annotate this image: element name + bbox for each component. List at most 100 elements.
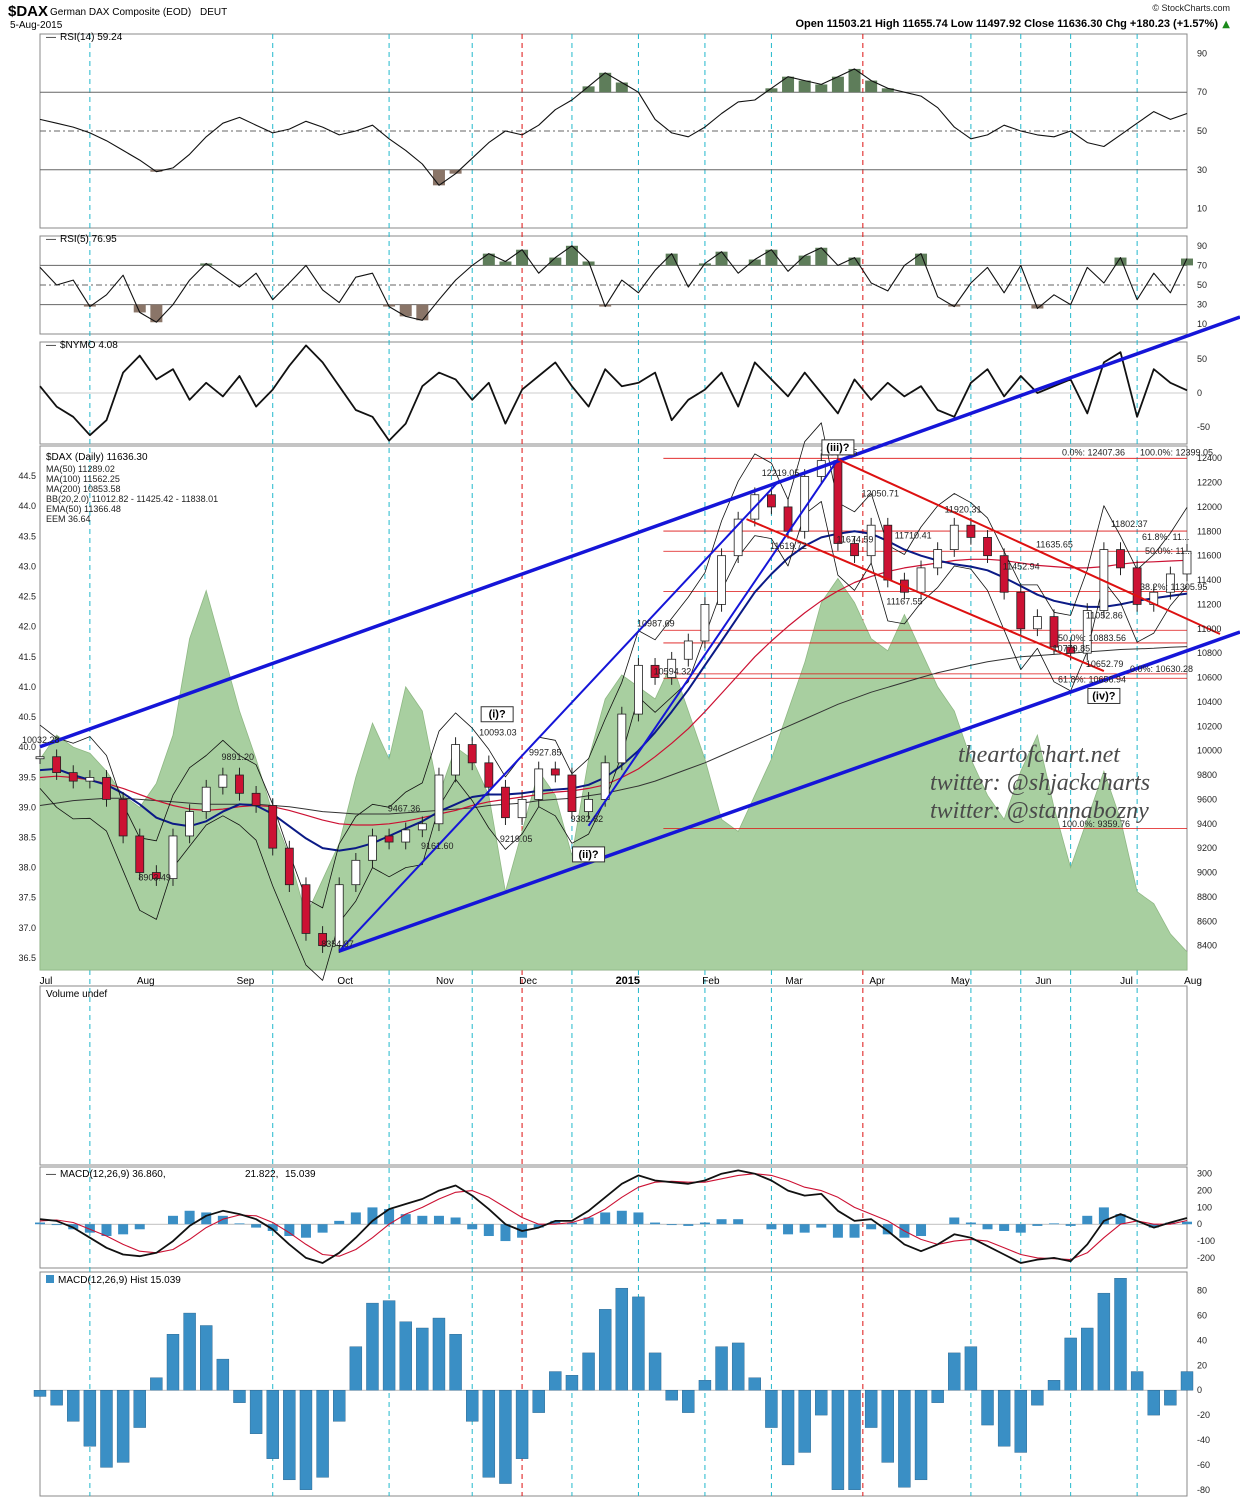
macd-hist-bar-13 [251,1224,262,1228]
rsi14-overbought-fill-44 [765,88,778,93]
ma50-line [39,530,1188,852]
fib-label-5: 50.0%: 10883.56 [1058,633,1126,643]
macd-hist-bar-58 [999,1224,1010,1231]
macd-hist-bar-28 [500,1224,511,1242]
watermark-twitter-2: twitter: @stannabozny [930,798,1149,824]
fib-label-4: 38.2%: 11305.95 [1140,582,1207,592]
price-tick-19: 8600 [1197,916,1217,926]
price-annotation-22: 11802.37 [1111,519,1148,529]
hist-legend: MACD(12,26,9) Hist 15.039 [58,1275,181,1286]
rsi5-overbought-fill-49 [848,257,861,266]
rsi5-overbought-fill-10 [200,263,213,266]
chart-date: 5-Aug-2015 [10,20,63,31]
price-annotation-16: 11674.59 [837,535,874,545]
month-label-8: Mar [785,976,803,987]
month-label-2: Sep [237,976,255,987]
rsi14-oversold-fill-25 [449,169,462,174]
macd-hist-bar-53 [916,1224,927,1237]
macd-hist-bar-9 [184,1210,195,1225]
macd-hist-bar-39 [683,1224,694,1226]
copyright: © StockCharts.com [1152,3,1230,13]
rsi5-oversold-fill-60 [1031,304,1044,309]
macd-hist-bar-67 [1148,1224,1159,1228]
hist-tick-7: -60 [1197,1460,1210,1470]
candle-body-42 [733,518,743,557]
macd-hist-bar-5 [118,1224,129,1235]
falling-channel-top [837,458,1221,635]
macd-histogram-bar-43 [748,1377,761,1391]
macd-histogram-bar-55 [948,1352,961,1391]
macd-histogram-bar-36 [632,1296,645,1391]
hist-legend-swatch [46,1275,54,1283]
macd-histogram-bar-58 [997,1390,1011,1447]
price-tick-16: 9200 [1197,843,1217,853]
macd-hist-bar-47 [816,1224,827,1228]
price-annotation-0: 10032.28 [22,735,60,745]
eem-tick-12: 38.5 [18,832,36,842]
candle-body-63 [1082,610,1092,654]
macd-histogram-bar-64 [1097,1292,1111,1391]
price-annotation-14: 11619.72 [770,541,807,551]
price-annotation-4: 9161.60 [421,841,454,851]
price-legend-4: EMA(50) 11366.48 [46,504,121,514]
macd-histogram-bar-13 [249,1390,263,1434]
fib-label-0: 0.0%: 12407.36 [1062,448,1125,458]
candle-body-22 [401,829,411,843]
impulse-line-2 [587,458,839,827]
candle-body-26 [467,744,477,764]
macd-legend-hist: 15.039 [285,1169,316,1180]
candle-body-27 [484,762,494,788]
month-label-11: Jun [1035,976,1051,987]
macd-histogram-bar-48 [831,1390,845,1490]
rsi5-tick-3: 30 [1197,300,1207,310]
rsi5-overbought-fill-43 [748,259,761,266]
macd-signal-line [39,1173,1188,1261]
macd-hist-bar-10 [201,1212,212,1225]
eem-area [39,577,1188,971]
rsi5-overbought-fill-65 [1114,257,1127,266]
macd-histogram-bar-66 [1130,1371,1144,1391]
price-tick-1: 12200 [1197,478,1222,488]
candle-body-10 [201,786,211,812]
rsi5-oversold-fill-7 [150,304,163,323]
candle-body-44 [767,494,776,508]
macd-histogram-bar-19 [349,1346,363,1391]
macd-hist-bar-4 [101,1224,112,1237]
macd-hist-bar-33 [583,1217,594,1225]
price-annotation-8: 9219.05 [500,834,533,844]
hist-tick-2: 40 [1197,1335,1207,1345]
macd-hist-bar-46 [799,1224,810,1233]
price-annotation-21: 11635.65 [1036,539,1073,549]
macd-hist-bar-32 [566,1222,577,1225]
macd-hist-bar-35 [616,1210,627,1225]
macd-hist-bar-23 [417,1215,428,1225]
macd-hist-bar-19 [350,1212,361,1225]
month-label-9: Apr [869,976,885,987]
macd-histogram-bar-20 [366,1302,379,1391]
candle-body-38 [667,658,677,678]
price-annotation-6: 10093.03 [479,727,517,737]
macd-hist-bar-8 [167,1215,178,1225]
macd-hist-bar-11 [217,1215,228,1225]
ma200-line [39,646,1188,815]
macd-histogram-bar-23 [416,1327,429,1391]
candle-body-39 [683,640,693,660]
macd-histogram-bar-11 [216,1358,230,1391]
macd-histogram-bar-52 [898,1390,911,1488]
macd-hist-bar-51 [882,1224,893,1235]
eem-tick-7: 41.0 [18,682,36,692]
macd-hist-bar-44 [766,1224,777,1230]
macd-hist-bar-25 [450,1217,461,1225]
macd-histogram-bar-15 [283,1390,296,1481]
macd-histogram-bar-61 [1047,1380,1061,1391]
macd-hist-bar-17 [317,1224,328,1233]
chart-name: German DAX Composite (EOD) [50,7,191,18]
price-annotation-10: 10987.69 [637,618,675,628]
eem-tick-16: 36.5 [18,953,36,963]
eem-tick-5: 42.0 [18,622,36,632]
candle-body-4 [102,777,111,800]
candle-body-6 [135,835,145,873]
price-annotation-24: 10779.85 [1053,644,1091,654]
macd-hist-bar-57 [982,1224,993,1230]
candle-body-49 [850,543,859,557]
